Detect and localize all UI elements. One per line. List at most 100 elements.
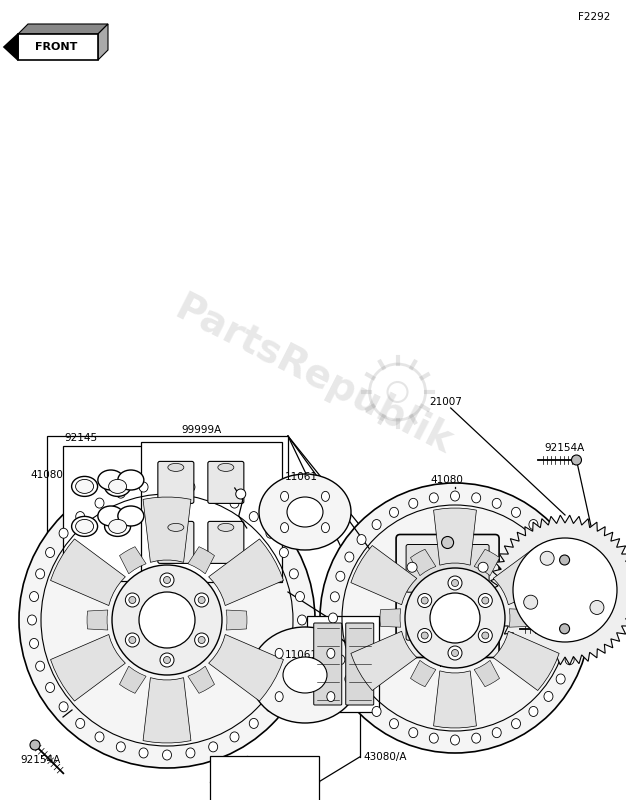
Ellipse shape: [287, 497, 323, 527]
Ellipse shape: [573, 613, 582, 623]
Circle shape: [198, 597, 205, 603]
Ellipse shape: [544, 534, 553, 545]
Ellipse shape: [331, 634, 339, 644]
Ellipse shape: [511, 507, 520, 518]
Polygon shape: [18, 24, 108, 34]
Ellipse shape: [266, 528, 275, 538]
Ellipse shape: [230, 498, 239, 508]
Text: FRONT: FRONT: [35, 42, 77, 52]
Polygon shape: [208, 539, 284, 606]
Text: 43082: 43082: [435, 659, 468, 669]
Polygon shape: [434, 508, 476, 565]
Text: (43080A): (43080A): [259, 790, 307, 799]
FancyBboxPatch shape: [158, 462, 194, 503]
Ellipse shape: [295, 638, 304, 649]
Text: PartsRepublik: PartsRepublik: [168, 290, 458, 462]
Circle shape: [195, 593, 208, 607]
Ellipse shape: [208, 742, 218, 752]
Ellipse shape: [345, 674, 354, 684]
Circle shape: [163, 577, 170, 583]
Ellipse shape: [389, 507, 399, 518]
Circle shape: [160, 573, 174, 587]
Circle shape: [560, 624, 570, 634]
Ellipse shape: [336, 654, 345, 665]
Polygon shape: [208, 634, 284, 701]
Ellipse shape: [321, 522, 329, 533]
Text: 99999A: 99999A: [182, 426, 222, 435]
Bar: [141, 442, 282, 582]
Text: 92154A: 92154A: [545, 443, 585, 453]
Ellipse shape: [336, 571, 345, 582]
Ellipse shape: [565, 571, 574, 582]
Ellipse shape: [29, 638, 39, 649]
Circle shape: [405, 568, 505, 668]
Polygon shape: [226, 610, 247, 630]
Ellipse shape: [275, 692, 283, 702]
Ellipse shape: [108, 519, 126, 534]
Text: 41080: 41080: [430, 475, 463, 485]
Ellipse shape: [76, 519, 94, 534]
Bar: [47, 436, 288, 592]
Ellipse shape: [186, 748, 195, 758]
Circle shape: [478, 620, 488, 630]
Ellipse shape: [98, 506, 124, 526]
Text: (43080): (43080): [263, 764, 304, 774]
Ellipse shape: [529, 519, 538, 530]
Polygon shape: [51, 634, 125, 701]
Ellipse shape: [321, 491, 329, 502]
Bar: [210, 756, 319, 800]
Ellipse shape: [451, 735, 459, 745]
FancyBboxPatch shape: [406, 545, 489, 592]
Circle shape: [160, 653, 174, 667]
Ellipse shape: [36, 569, 44, 579]
Bar: [307, 616, 379, 712]
Ellipse shape: [327, 692, 335, 702]
Ellipse shape: [168, 463, 184, 471]
Circle shape: [513, 538, 617, 642]
Circle shape: [560, 555, 570, 565]
Ellipse shape: [105, 477, 131, 496]
Ellipse shape: [471, 493, 481, 503]
Circle shape: [129, 637, 136, 643]
Circle shape: [482, 632, 489, 639]
Circle shape: [430, 593, 480, 643]
FancyBboxPatch shape: [208, 462, 244, 503]
Polygon shape: [434, 671, 476, 728]
Circle shape: [451, 650, 458, 657]
Circle shape: [418, 594, 432, 607]
Ellipse shape: [266, 702, 275, 712]
Text: 11061: 11061: [285, 650, 318, 660]
Circle shape: [448, 646, 462, 660]
Ellipse shape: [389, 718, 399, 729]
Polygon shape: [143, 678, 191, 743]
Ellipse shape: [105, 517, 131, 537]
Ellipse shape: [283, 657, 327, 693]
Ellipse shape: [168, 523, 184, 531]
Text: 92145: 92145: [64, 434, 98, 443]
Ellipse shape: [163, 480, 172, 490]
Ellipse shape: [279, 682, 289, 693]
Circle shape: [540, 551, 554, 566]
Circle shape: [482, 597, 489, 604]
Ellipse shape: [249, 718, 259, 729]
Polygon shape: [188, 546, 215, 574]
Circle shape: [451, 579, 458, 586]
Text: 92154A: 92154A: [20, 755, 60, 765]
Ellipse shape: [218, 463, 234, 471]
Ellipse shape: [571, 592, 580, 602]
Ellipse shape: [492, 498, 501, 508]
Ellipse shape: [571, 634, 580, 644]
Ellipse shape: [327, 648, 335, 658]
Polygon shape: [98, 24, 108, 60]
Bar: [63, 446, 153, 581]
FancyBboxPatch shape: [208, 522, 244, 563]
Ellipse shape: [289, 661, 299, 671]
Ellipse shape: [409, 728, 418, 738]
Ellipse shape: [331, 592, 339, 602]
Ellipse shape: [98, 470, 124, 490]
Text: LH: LH: [222, 764, 235, 774]
Text: 11061: 11061: [285, 472, 318, 482]
Ellipse shape: [116, 742, 125, 752]
Ellipse shape: [29, 591, 39, 602]
Circle shape: [407, 562, 417, 572]
